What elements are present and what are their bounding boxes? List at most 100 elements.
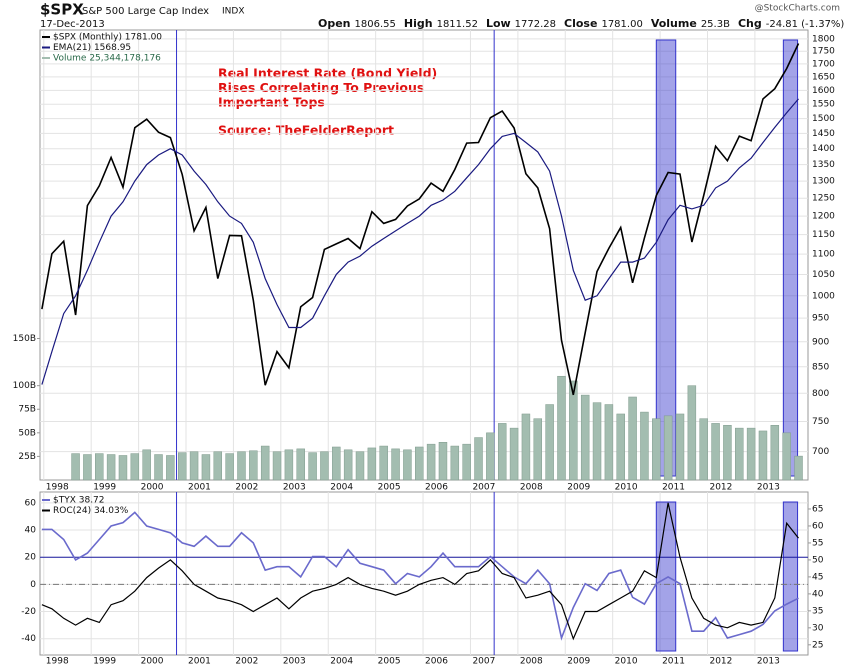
y2-tick-label: 40 [812,589,824,599]
x-tick-label: 2004 [330,483,353,493]
volume-bar [166,455,175,481]
quote-value: -24.81 (-1.37%) [766,19,845,30]
volume-bar [284,449,294,481]
annotation: Real Interest Rate (Bond Yield) [218,66,437,81]
volume-bar [379,445,388,481]
volume-bar [106,454,116,481]
volume-bar [723,425,732,481]
date: 17-Dec-2013 [40,19,105,30]
volume-bar [95,453,104,481]
volume-bar [711,423,720,481]
y-tick-label: 750 [812,417,829,427]
series-line [41,511,799,641]
y2-tick-label: 60 [812,521,824,531]
x-tick-label: 2002 [235,657,258,667]
x-tick-label: 2013 [757,657,780,667]
source: @StockCharts.com [755,4,840,14]
y-tick-label: 40 [25,526,37,536]
volume-bar [746,427,756,481]
x-tick-label: 1998 [46,657,69,667]
y2-tick-label: 50 [812,555,824,565]
volume-bar [735,427,744,481]
y2-tick-label: 25 [812,640,823,650]
y-tick-label: 20 [25,553,37,563]
volume-bar [652,418,661,481]
y-tick-label: 700 [812,447,829,457]
legend-swatch [42,36,50,38]
y-tick-label: 1650 [812,72,835,82]
y-tick-label: 850 [812,362,829,372]
x-tick-label: 2003 [283,657,306,667]
x-tick-label: 2005 [378,657,401,667]
quote-value: 1811.52 [437,19,478,30]
volume-bar [272,451,282,481]
volume-bar [142,449,151,481]
x-tick-label: 2008 [520,657,543,667]
x-tick-label: 2006 [425,483,448,493]
volume-bar [569,380,578,481]
y-tick-label: 60 [25,498,37,508]
x-tick-label: 2009 [567,657,590,667]
volume-bar [521,413,531,481]
volume-bar [462,443,471,481]
volume-bar [699,418,708,481]
annotation: Source: TheFelderReport [218,123,394,138]
y-tick-label: 1350 [812,160,835,170]
exchange: INDX [222,7,244,17]
y-tick-label: 1250 [812,194,835,204]
volume-bar [794,455,803,481]
x-tick-label: 2000 [141,483,164,493]
legend-swatch [42,57,50,59]
quote-bar: Open 1806.55 High 1811.52 Low 1772.28 Close 178… [318,17,844,30]
y-tick-label: 1500 [812,114,835,124]
y2-tick-label: 35 [812,606,823,616]
volume-bar [628,396,637,481]
y-tick-label: 1550 [812,100,835,110]
volume-bar [225,453,234,481]
volume-bar [71,453,80,481]
y-tick-label: 1700 [812,59,835,69]
volume-bar [237,451,246,481]
legend-swatch [42,499,50,501]
y-tick-label: 1750 [812,47,835,57]
volume-bar [509,427,519,481]
volume-bar [474,437,483,481]
series-line [41,43,800,396]
y2-tick-label: 65 [812,504,823,514]
volume-bar [758,430,768,481]
volume-bar [675,413,685,481]
y-tick-label: 1800 [812,34,835,44]
volume-bar [604,404,614,481]
x-tick-label: 1998 [46,483,69,493]
volume-bar [450,445,460,481]
volume-bar [320,451,329,481]
highlight-band [782,39,799,477]
y-tick-label: 1600 [812,86,835,96]
x-tick-label: 2008 [520,483,543,493]
volume-bar [545,404,554,481]
volume-bar [438,442,448,481]
volume-bar [118,455,128,481]
x-tick-label: 2011 [662,657,685,667]
quote-value: 1806.55 [355,19,396,30]
volume-bar [83,454,92,481]
volume-bar [249,450,258,481]
y-tick-label: -40 [21,634,36,644]
quote-value: 1772.28 [515,19,556,30]
index-name: S&P 500 Large Cap Index [82,6,209,17]
legend-entry: EMA(21) 1568.95 [53,43,131,53]
volume-bar [367,447,377,481]
y2-tick-label: 75B [18,405,36,415]
volume-bar [426,443,436,481]
x-tick-label: 2007 [472,657,495,667]
x-tick-label: 2006 [425,657,448,667]
quote-value: 25.3B [701,19,730,30]
legend-entry: ROC(24) 34.03% [53,506,129,516]
y-tick-label: 900 [812,337,829,347]
y-tick-label: 1100 [812,250,835,260]
volume-bar [403,449,412,481]
y-tick-label: 800 [812,389,829,399]
volume-bar [497,423,507,481]
highlight-band [655,39,677,477]
